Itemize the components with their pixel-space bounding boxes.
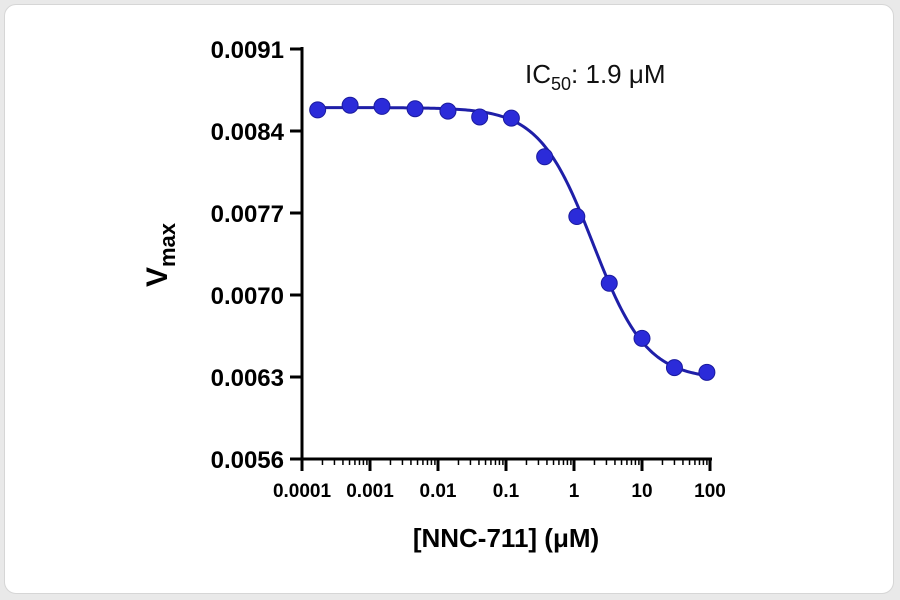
y-tick-label: 0.0091 — [211, 37, 284, 64]
data-point — [471, 108, 489, 126]
data-point — [439, 102, 457, 120]
data-point — [665, 359, 683, 377]
data-point — [502, 109, 520, 127]
y-tick-label: 0.0084 — [211, 119, 285, 146]
y-tick-label: 0.0070 — [211, 283, 284, 310]
data-point — [373, 97, 391, 115]
data-point — [600, 274, 618, 292]
x-tick-label: 1 — [569, 481, 580, 502]
data-point — [536, 148, 554, 166]
x-tick-label: 0.0001 — [273, 481, 332, 502]
x-tick-label: 0.1 — [493, 481, 520, 502]
axes: 0.0056 0.0063 0.0070 0.0077 0.0084 0.0091 0.00… — [211, 37, 726, 502]
ic50-annotation: IC50: 1.9 μM — [525, 59, 665, 94]
data-point — [568, 208, 586, 226]
x-tick-label: 100 — [694, 481, 726, 502]
data-point — [406, 100, 424, 118]
data-points — [309, 96, 716, 381]
x-tick-label: 0.01 — [420, 481, 457, 502]
x-tick-label: 0.001 — [346, 481, 394, 502]
figure-card: 0.0056 0.0063 0.0070 0.0077 0.0084 0.0091 0.00… — [4, 4, 894, 594]
data-point — [341, 96, 359, 114]
data-point — [633, 329, 651, 347]
x-tick-label: 10 — [631, 481, 652, 502]
y-tick-label: 0.0063 — [211, 365, 284, 392]
data-point — [309, 101, 327, 119]
x-axis-label: [NNC-711] (μM) — [413, 523, 599, 553]
y-tick-label: 0.0077 — [211, 201, 284, 228]
ic50-chart: 0.0056 0.0063 0.0070 0.0077 0.0084 0.0091 0.00… — [141, 37, 726, 553]
y-tick-label: 0.0056 — [211, 447, 284, 474]
y-axis-label: Vmax — [141, 222, 180, 287]
data-point — [698, 363, 716, 381]
